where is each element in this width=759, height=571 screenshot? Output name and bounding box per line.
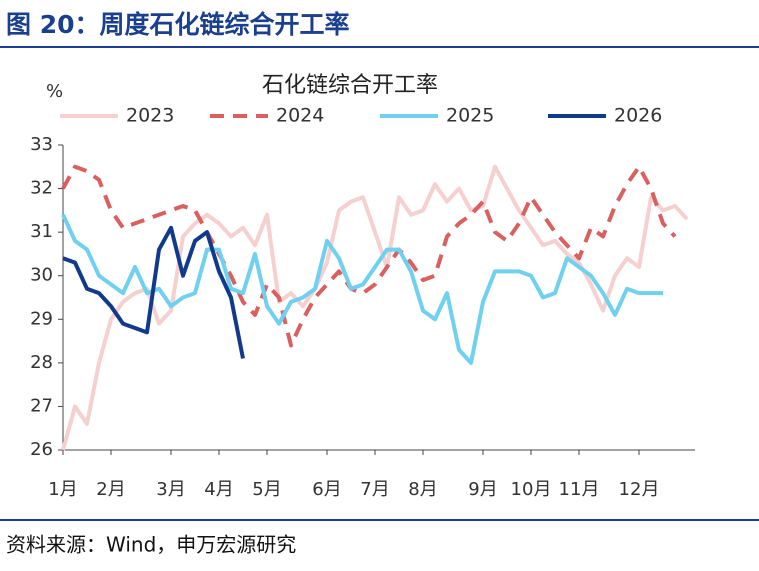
y-axis-label: % bbox=[46, 81, 63, 102]
y-tick-label: 30 bbox=[30, 265, 53, 286]
legend-label: 2024 bbox=[276, 105, 324, 127]
y-tick-label: 28 bbox=[30, 352, 53, 373]
chart-title: 石化链综合开工率 bbox=[262, 73, 438, 98]
x-tick-label: 9月 bbox=[468, 479, 497, 500]
x-tick-label: 1月 bbox=[48, 479, 77, 500]
series-line bbox=[61, 164, 677, 348]
x-tick-label: 5月 bbox=[252, 479, 281, 500]
y-tick-label: 27 bbox=[30, 395, 53, 416]
legend-label: 2025 bbox=[446, 105, 494, 127]
legend-label: 2023 bbox=[126, 105, 174, 127]
y-tick-label: 29 bbox=[30, 308, 53, 329]
x-tick-label: 3月 bbox=[156, 479, 185, 500]
series-line bbox=[61, 164, 689, 451]
y-tick-label: 32 bbox=[30, 178, 53, 199]
x-tick-label: 2月 bbox=[96, 479, 125, 500]
x-tick-label: 12月 bbox=[619, 479, 660, 500]
x-tick-label: 10月 bbox=[511, 479, 552, 500]
x-tick-label: 6月 bbox=[312, 479, 341, 500]
x-tick-label: 4月 bbox=[204, 479, 233, 500]
y-tick-label: 31 bbox=[30, 221, 53, 242]
series-line bbox=[61, 213, 663, 365]
x-tick-label: 11月 bbox=[559, 479, 600, 500]
header-title: 图 20：周度石化链综合开工率 bbox=[6, 10, 350, 39]
x-tick-label: 7月 bbox=[360, 479, 389, 500]
x-tick-label: 8月 bbox=[408, 479, 437, 500]
legend-label: 2026 bbox=[614, 105, 662, 127]
y-tick-label: 33 bbox=[30, 134, 53, 155]
source-note: 资料来源：Wind，申万宏源研究 bbox=[6, 533, 296, 557]
series-line bbox=[62, 225, 245, 359]
y-tick-label: 26 bbox=[30, 439, 53, 460]
